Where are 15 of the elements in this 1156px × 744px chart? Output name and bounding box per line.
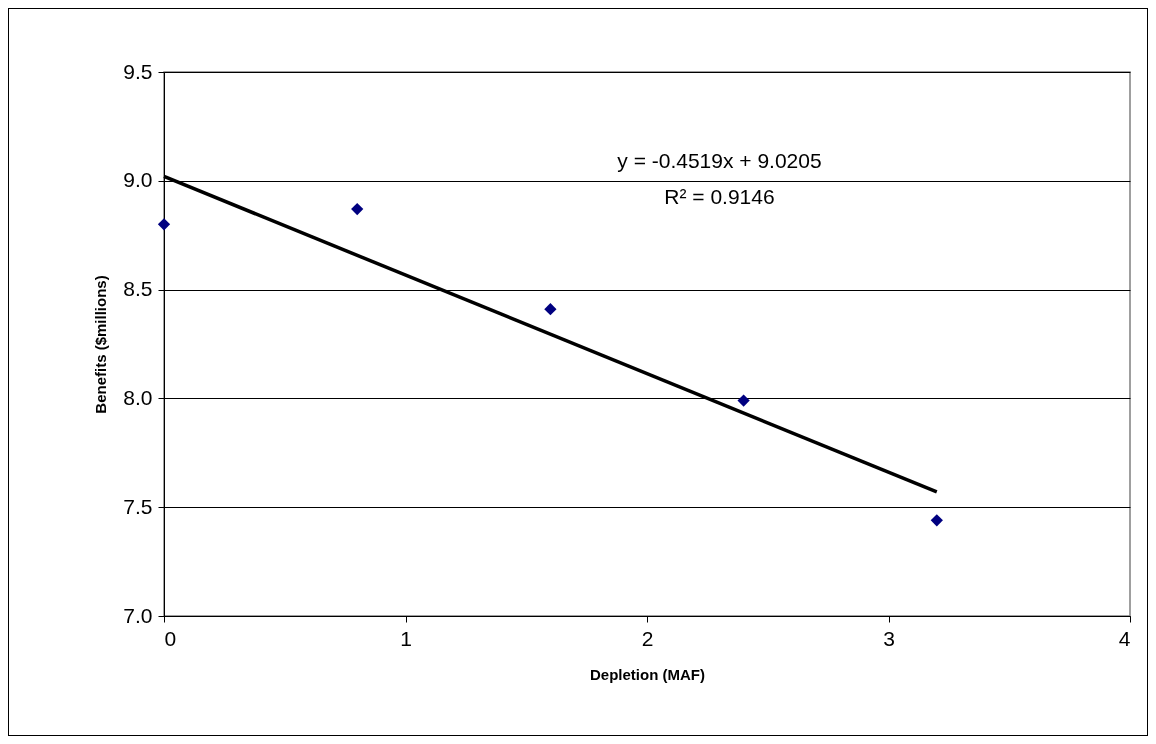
y-tick-label: 7.0: [123, 603, 153, 627]
annotation: R² = 0.9146: [664, 185, 775, 208]
x-axis-title: Depletion (MAF): [590, 665, 705, 683]
x-tick-label: 1: [400, 626, 412, 650]
x-tick-label: 3: [883, 626, 895, 650]
y-tick-label: 9.0: [123, 168, 153, 192]
y-tick-label: 9.5: [123, 59, 153, 83]
x-tick-label: 2: [641, 626, 654, 650]
y-tick-label: 8.5: [123, 277, 153, 301]
annotation: y = -0.4519x + 9.0205: [617, 149, 822, 172]
y-tick-label: 8.0: [123, 385, 153, 409]
x-tick-label: 4: [1118, 626, 1131, 650]
y-tick-label: 7.5: [123, 494, 153, 518]
y-axis-title: Benefits ($millions): [92, 275, 110, 414]
x-tick-label: 0: [164, 626, 177, 650]
